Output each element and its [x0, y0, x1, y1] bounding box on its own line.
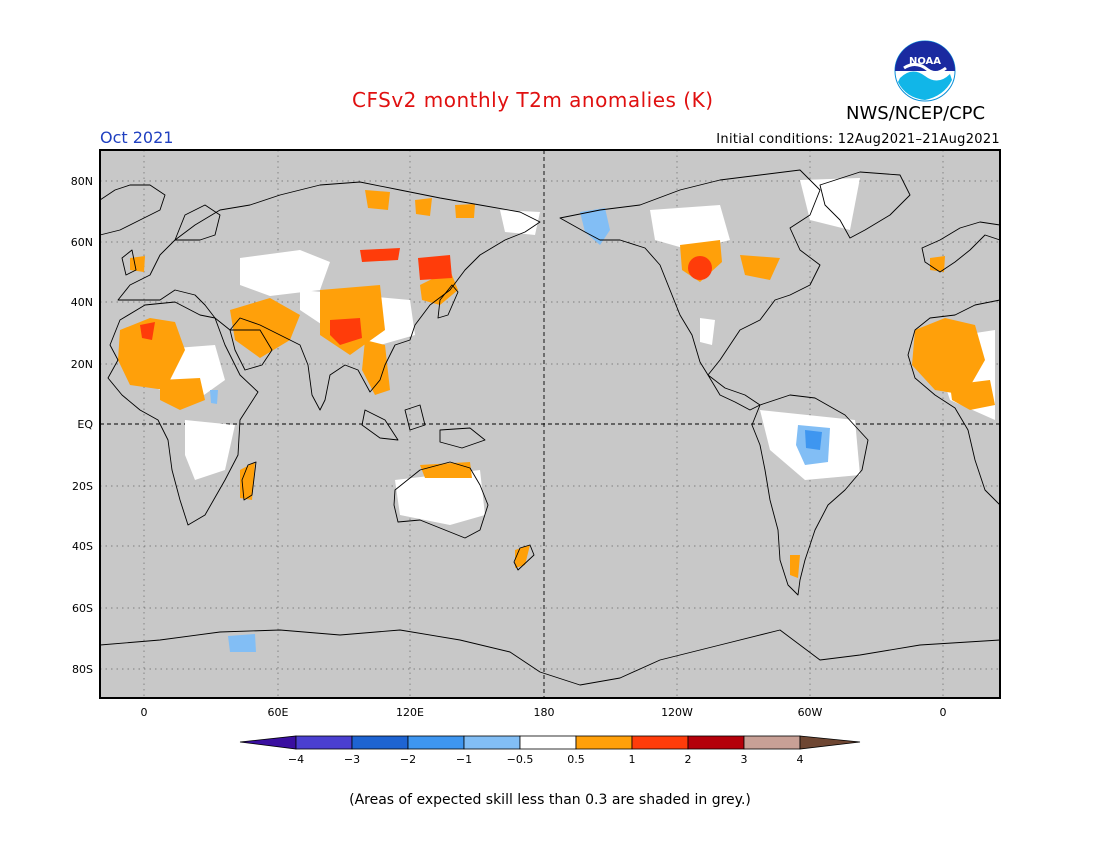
- map-frame: [99, 149, 1001, 699]
- skill-footnote: (Areas of expected skill less than 0.3 a…: [349, 792, 751, 808]
- lon-label: 60W: [798, 706, 823, 719]
- colorbar-arrow-low: [239, 735, 297, 750]
- lat-label: 40N: [71, 296, 93, 309]
- agency-label: NWS/NCEP/CPC: [846, 103, 986, 124]
- colorbar-tick-label: 3: [741, 753, 748, 766]
- gridlines: [100, 150, 1000, 698]
- colorbar-tick-label: −2: [400, 753, 416, 766]
- lon-label: 60E: [268, 706, 289, 719]
- colorbar-swatch: [407, 735, 465, 750]
- latitude-labels: 80N 60N 40N 20N EQ 20S 40S 60S 80S: [71, 175, 94, 676]
- colorbar-swatch: [743, 735, 801, 750]
- colorbar-swatch: [575, 735, 633, 750]
- colorbar-swatch: [351, 735, 409, 750]
- colorbar-tick-label: −1: [456, 753, 472, 766]
- map-title: CFSv2 monthly T2m anomalies (K): [352, 88, 714, 112]
- colorbar-tick-label: −4: [288, 753, 304, 766]
- colorbar-swatch: [519, 735, 577, 750]
- coastlines: [99, 169, 1001, 686]
- colorbar-tick-label: 4: [797, 753, 804, 766]
- colorbar-arrow-high: [799, 735, 861, 750]
- lat-label: 60S: [72, 602, 93, 615]
- colorbar-swatch: [687, 735, 745, 750]
- anomaly-patches: [118, 178, 995, 652]
- lon-label: 120W: [661, 706, 693, 719]
- lat-label: 20S: [72, 480, 93, 493]
- lat-label: 40S: [72, 540, 93, 553]
- longitude-labels: 0 60E 120E 180 120W 60W 0: [141, 706, 947, 719]
- colorbar-tick-label: −3: [344, 753, 360, 766]
- initial-conditions: Initial conditions: 12Aug2021–21Aug2021: [716, 132, 1000, 147]
- lon-label: 180: [534, 706, 555, 719]
- lat-label: 80S: [72, 663, 93, 676]
- colorbar-swatch: [463, 735, 521, 750]
- colorbar-tick-label: 2: [685, 753, 692, 766]
- colorbar: −4 −3 −2 −1 −0.5 0.5 1 2 3 4: [239, 735, 861, 766]
- lat-label: 80N: [71, 175, 93, 188]
- lon-label: 0: [940, 706, 947, 719]
- colorbar-swatch: [295, 735, 353, 750]
- colorbar-tick-label: −0.5: [507, 753, 534, 766]
- colorbar-tick-label: 0.5: [567, 753, 585, 766]
- colorbar-swatch: [631, 735, 689, 750]
- lon-label: 0: [141, 706, 148, 719]
- lon-label: 120E: [396, 706, 424, 719]
- colorbar-tick-label: 1: [629, 753, 636, 766]
- lat-label: 20N: [71, 358, 93, 371]
- noaa-logo-icon: NOAA: [894, 40, 956, 102]
- forecast-month: Oct 2021: [100, 128, 174, 147]
- lat-label: 60N: [71, 236, 93, 249]
- lat-label: EQ: [77, 418, 93, 431]
- logo-text: NOAA: [909, 56, 941, 67]
